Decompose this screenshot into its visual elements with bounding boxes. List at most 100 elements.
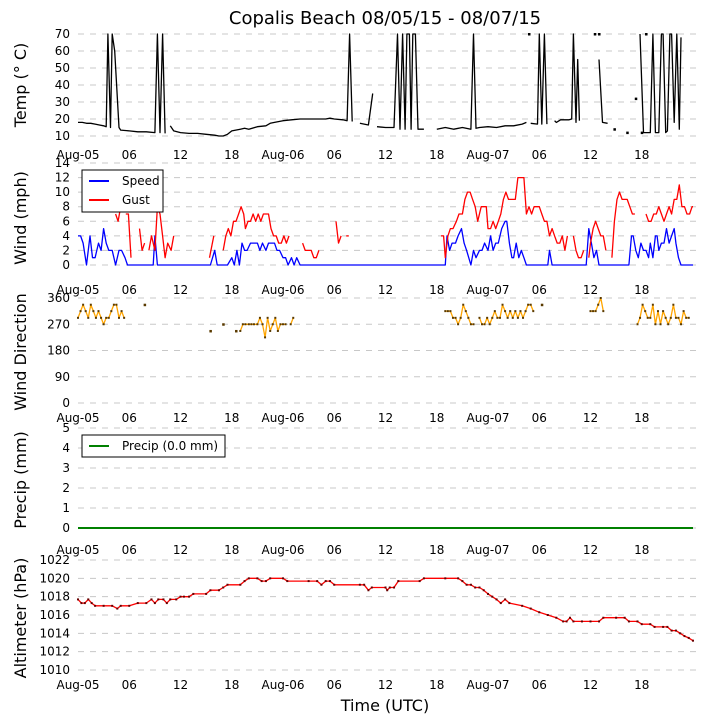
data-point — [282, 577, 284, 580]
series-line-speed — [78, 220, 693, 266]
data-point — [687, 636, 690, 639]
data-point — [498, 316, 501, 319]
panel-altimeter: 1010 1012 1014 1016 1018 1020 1022 Aug-05 06 12 18… — [11, 553, 700, 692]
data-point — [258, 316, 261, 319]
data-point — [256, 577, 259, 580]
x-tick-label: Aug-06 — [261, 411, 304, 425]
data-point — [250, 323, 253, 326]
data-point — [84, 310, 87, 313]
data-point — [602, 616, 605, 619]
data-point — [82, 303, 85, 306]
data-point — [680, 323, 683, 326]
data-point — [677, 316, 680, 319]
data-point — [446, 310, 449, 313]
data-point — [292, 316, 295, 319]
x-tick-label: 12 — [378, 678, 393, 692]
data-point — [593, 33, 597, 36]
x-tick-label: 18 — [224, 148, 239, 162]
data-point — [118, 316, 120, 319]
x-tick-label: Aug-06 — [261, 148, 304, 162]
y-tick-label: 70 — [55, 27, 70, 41]
x-axis-label: Time (UTC) — [340, 696, 429, 715]
x-tick-label: 06 — [327, 411, 342, 425]
x-tick-label: Aug-06 — [261, 543, 304, 557]
panel-temp: 10 20 30 40 50 60 70 Aug-05 06 12 18 Aug-06 06 12 18 Au… — [11, 27, 700, 162]
data-point — [651, 303, 654, 306]
data-point — [269, 577, 272, 580]
data-point — [192, 592, 195, 595]
data-point — [649, 316, 652, 319]
data-point — [569, 616, 571, 619]
x-tick-label: Aug-07 — [466, 283, 509, 297]
data-point — [488, 323, 491, 326]
x-tick-label: 06 — [122, 283, 137, 297]
data-point — [511, 316, 514, 319]
data-point — [418, 580, 421, 583]
data-point — [247, 323, 250, 326]
data-point — [384, 586, 387, 589]
x-tick-label: 06 — [327, 283, 342, 297]
data-point — [687, 316, 690, 319]
y-tick-label: 1016 — [39, 608, 70, 622]
data-point — [692, 639, 694, 642]
data-point — [77, 598, 79, 601]
data-point — [670, 629, 673, 632]
data-point — [599, 297, 602, 299]
x-tick-label: 12 — [583, 543, 598, 557]
data-point — [522, 316, 525, 319]
data-point — [662, 625, 665, 628]
data-point — [90, 602, 93, 605]
series-line-gust — [125, 213, 132, 258]
x-tick-label: 06 — [122, 543, 137, 557]
data-point — [495, 598, 498, 601]
x-tick-label: 18 — [224, 283, 239, 297]
data-point — [115, 303, 118, 306]
data-point — [100, 316, 103, 319]
y-tick-label: 0 — [62, 258, 70, 272]
data-point — [594, 310, 597, 313]
data-point — [627, 620, 630, 623]
data-point — [645, 33, 648, 36]
series-line-direction — [590, 297, 604, 312]
series-line-temp-end — [639, 33, 682, 134]
data-point — [363, 583, 366, 586]
data-point — [188, 595, 191, 598]
y-tick-label: 3 — [62, 461, 70, 475]
series-line-direction — [239, 317, 286, 339]
x-tick-label: Aug-07 — [466, 543, 509, 557]
data-point — [529, 303, 532, 306]
data-point — [457, 577, 460, 580]
series-line-direction — [636, 304, 689, 325]
x-tick-label: 06 — [532, 148, 547, 162]
data-point — [639, 316, 642, 319]
x-tick-label: 12 — [583, 411, 598, 425]
data-point — [636, 620, 639, 623]
data-point — [358, 583, 361, 586]
x-tick-label: 12 — [378, 543, 393, 557]
y-tick-label: 5 — [62, 421, 70, 435]
data-point — [79, 310, 82, 313]
data-point — [493, 310, 496, 313]
data-point — [487, 592, 489, 595]
data-point — [276, 329, 279, 332]
data-point — [524, 310, 527, 313]
y-axis-label-altimeter: Altimeter (hPa) — [11, 558, 30, 679]
x-tick-label: Aug-06 — [261, 678, 304, 692]
y-tick-label: 10 — [55, 129, 70, 143]
data-point — [260, 580, 263, 583]
data-point — [289, 323, 292, 326]
x-tick-label: 12 — [173, 678, 188, 692]
y-tick-label: 1018 — [39, 590, 70, 604]
data-point — [664, 316, 667, 319]
data-point — [519, 310, 522, 313]
data-point — [102, 604, 105, 607]
y-tick-label: 1020 — [39, 571, 70, 585]
data-point — [674, 316, 677, 319]
x-tick-label: 12 — [583, 678, 598, 692]
data-point — [615, 616, 618, 619]
data-point — [239, 583, 242, 586]
data-point — [636, 323, 639, 326]
data-point — [94, 604, 97, 607]
data-point — [444, 577, 447, 580]
